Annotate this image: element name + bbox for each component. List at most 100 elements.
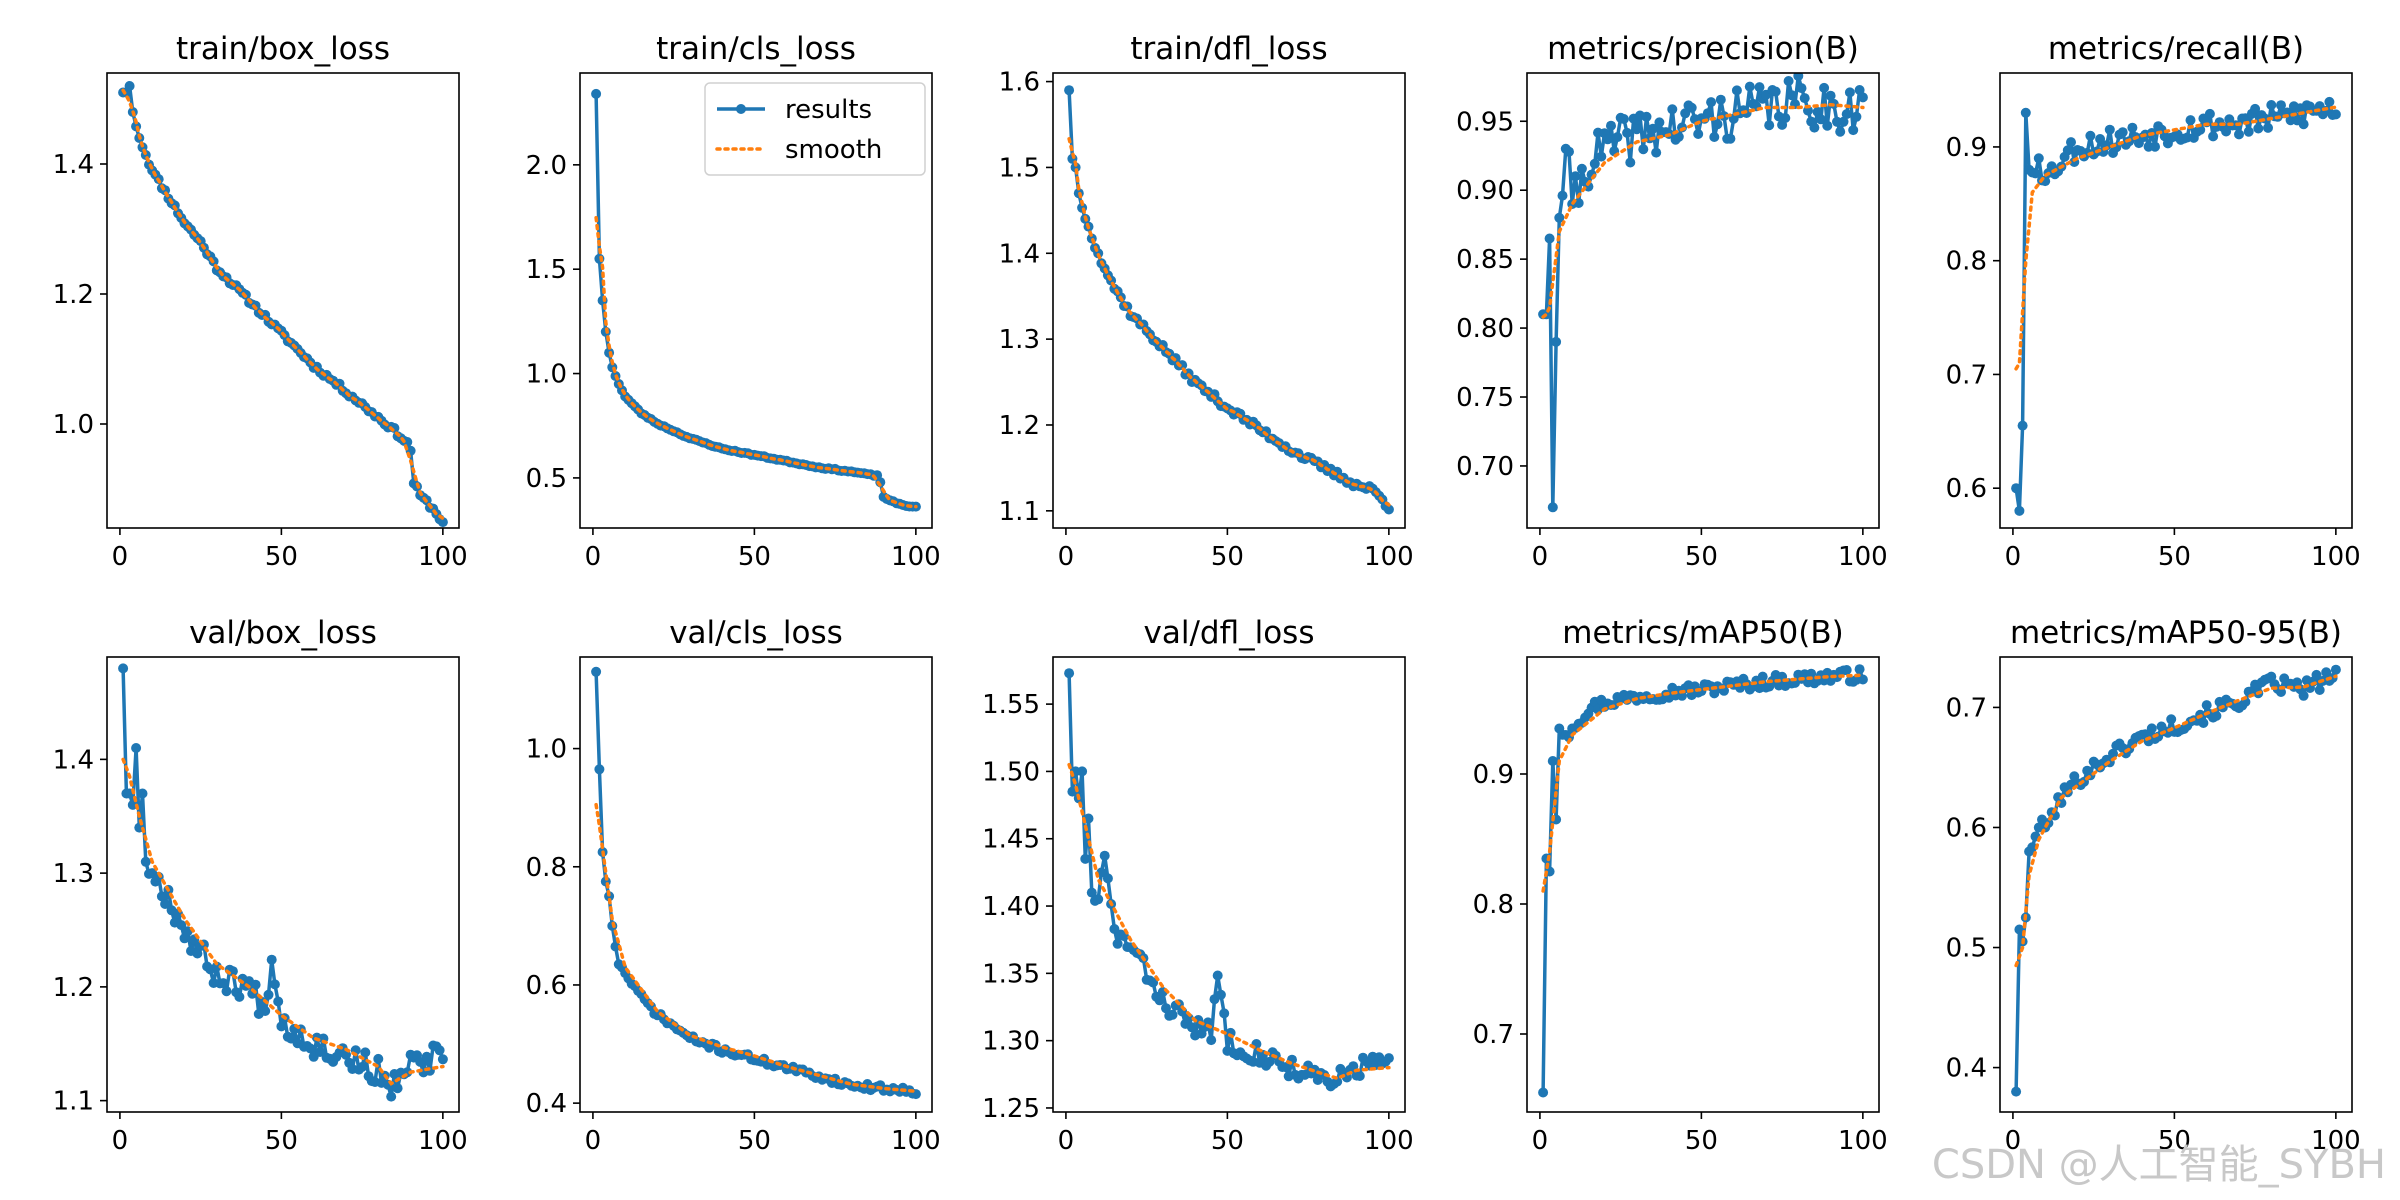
x-tick-label: 0	[585, 1126, 602, 1156]
results-series-line	[1541, 667, 1865, 1093]
results-point	[2330, 109, 2341, 120]
results-point	[1383, 504, 1394, 515]
results-point	[1086, 887, 1097, 898]
chart-title: train/dfl_loss	[1130, 31, 1327, 67]
results-series-line	[1067, 673, 1391, 1089]
axes-frame	[1052, 72, 1406, 529]
results-point	[1793, 73, 1804, 81]
y-tick-label: 1.0	[526, 735, 567, 765]
results-point	[1596, 151, 1607, 162]
results-point	[1848, 125, 1859, 136]
results-point	[386, 1091, 397, 1102]
results-point	[1647, 123, 1658, 134]
results-point	[1757, 671, 1768, 682]
chart-title: metrics/recall(B)	[2048, 31, 2304, 67]
results-point	[276, 1021, 287, 1032]
y-tick-label: 0.85	[1456, 245, 1514, 275]
x-tick-label: 100	[418, 542, 468, 572]
results-point	[1547, 756, 1558, 766]
results-point	[2298, 690, 2309, 701]
smooth-series-line	[2014, 674, 2338, 968]
results-point	[1112, 938, 1123, 949]
x-tick-label: 0	[1532, 542, 1549, 572]
axes-frame	[1999, 72, 2353, 529]
smooth-series-line	[594, 215, 918, 509]
results-point	[1686, 102, 1697, 113]
y-tick-label: 0.6	[1946, 474, 1987, 504]
chart-panel: metrics/mAP50(B) 0 50 100 0.7 0.8 0.9	[1473, 615, 1888, 1156]
results-point	[1764, 120, 1775, 131]
smooth-series-line	[594, 802, 918, 1094]
chart-panel: train/dfl_loss 0 50 100 1.1 1.2 1.3 1.4 1.5 1.6	[999, 31, 1414, 572]
x-tick-label: 0	[2005, 542, 2022, 572]
y-tick-label: 1.2	[53, 280, 94, 310]
results-point	[1709, 132, 1720, 142]
axes-frame	[1052, 656, 1406, 1113]
y-tick-label: 2.0	[526, 151, 567, 181]
results-point	[1744, 81, 1755, 92]
results-point	[1815, 114, 1826, 125]
results-point	[2276, 687, 2286, 697]
x-tick-label: 50	[2158, 542, 2191, 572]
results-point	[1093, 894, 1104, 905]
results-point	[1638, 144, 1649, 155]
results-point	[1822, 120, 1833, 131]
results-point	[1780, 113, 1791, 123]
results-point	[1551, 336, 1562, 347]
x-tick-label: 50	[265, 1126, 298, 1156]
chart-panel: val/cls_loss 0 50 100 0.4 0.6 0.8 1.0	[526, 615, 941, 1156]
y-tick-label: 1.30	[982, 1027, 1040, 1057]
y-tick-label: 0.75	[1456, 383, 1514, 413]
results-point	[2017, 420, 2028, 431]
results-point	[1064, 668, 1075, 679]
results-point	[1715, 94, 1726, 105]
results-point	[2014, 505, 2025, 516]
x-tick-label: 0	[112, 542, 129, 572]
results-point	[2011, 1086, 2022, 1097]
results-point	[610, 941, 621, 952]
smooth-series-line	[121, 88, 445, 521]
results-point	[2314, 685, 2325, 695]
y-tick-label: 1.4	[53, 745, 94, 775]
results-point	[1712, 119, 1723, 130]
chart-panel: metrics/mAP50-95(B) 0 50 100 0.4 0.5 0.6 0.7	[1946, 615, 2361, 1156]
y-tick-label: 0.70	[1456, 452, 1514, 482]
results-point	[1212, 970, 1223, 981]
y-tick-label: 0.7	[1473, 1020, 1514, 1050]
chart-panel: train/box_loss 0 50 100 1.0 1.2 1.4	[53, 31, 468, 572]
y-tick-label: 0.5	[526, 464, 567, 494]
smooth-series-line	[121, 757, 445, 1086]
axes-frame	[579, 72, 933, 529]
results-point	[1077, 766, 1088, 777]
results-point	[2166, 714, 2177, 725]
results-point	[2062, 145, 2073, 156]
results-point	[1606, 120, 1616, 131]
results-point	[591, 666, 602, 677]
y-tick-label: 1.0	[53, 410, 94, 440]
results-point	[1851, 111, 1862, 122]
x-tick-label: 50	[1211, 1126, 1244, 1156]
chart-title: val/box_loss	[189, 615, 377, 651]
y-tick-label: 0.90	[1456, 176, 1514, 206]
results-point	[221, 986, 232, 997]
axes-frame	[1526, 72, 1880, 529]
results-point	[1154, 995, 1165, 1006]
x-tick-label: 50	[1685, 1126, 1718, 1156]
results-point	[1099, 850, 1110, 861]
x-tick-label: 50	[738, 542, 771, 572]
y-tick-label: 1.3	[53, 859, 94, 889]
results-point	[1706, 97, 1717, 108]
results-series-line	[1543, 74, 1865, 510]
smooth-series-line	[1541, 102, 1865, 319]
results-point	[437, 1054, 448, 1065]
x-tick-label: 50	[265, 542, 298, 572]
y-tick-label: 0.4	[526, 1089, 567, 1119]
y-tick-label: 0.9	[1946, 133, 1987, 163]
results-point	[2146, 723, 2157, 734]
results-point	[2243, 126, 2254, 137]
results-point	[124, 81, 135, 91]
y-tick-label: 1.50	[982, 757, 1040, 787]
results-point	[1547, 502, 1558, 513]
results-point	[263, 989, 274, 1000]
